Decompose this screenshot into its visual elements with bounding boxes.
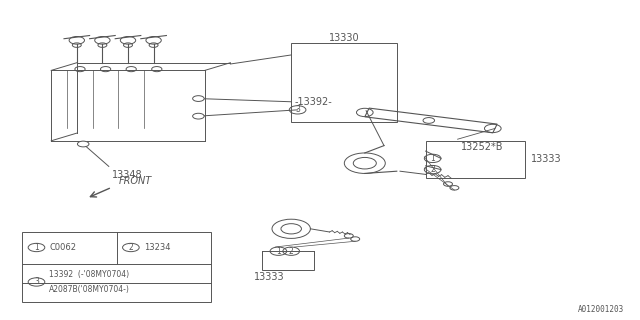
- Bar: [426, 141, 525, 178]
- Text: 1: 1: [430, 154, 435, 163]
- Circle shape: [193, 96, 204, 101]
- Text: 13348: 13348: [112, 170, 143, 180]
- Circle shape: [77, 141, 89, 147]
- Text: 13330: 13330: [329, 33, 359, 44]
- Text: 3: 3: [295, 105, 300, 114]
- Text: 3: 3: [34, 277, 39, 286]
- Text: A012001203: A012001203: [578, 305, 624, 314]
- Text: 13333: 13333: [531, 154, 562, 164]
- Text: 1: 1: [276, 247, 281, 256]
- Text: 13333: 13333: [253, 272, 284, 282]
- Text: -13392-: -13392-: [294, 97, 332, 107]
- Text: 2: 2: [430, 165, 435, 174]
- Text: 1: 1: [34, 243, 39, 252]
- Text: 13392  (-'08MY0704): 13392 (-'08MY0704): [49, 270, 129, 279]
- Text: C0062: C0062: [49, 243, 76, 252]
- Text: 13252*B: 13252*B: [461, 142, 503, 152]
- Bar: [262, 251, 314, 270]
- Text: A2087B('08MY0704-): A2087B('08MY0704-): [49, 285, 130, 294]
- Bar: [22, 232, 211, 302]
- Bar: [291, 43, 397, 122]
- Text: 2: 2: [129, 243, 133, 252]
- Text: 2: 2: [289, 247, 294, 256]
- Text: 13234: 13234: [144, 243, 170, 252]
- Text: FRONT: FRONT: [118, 176, 152, 186]
- Circle shape: [193, 113, 204, 119]
